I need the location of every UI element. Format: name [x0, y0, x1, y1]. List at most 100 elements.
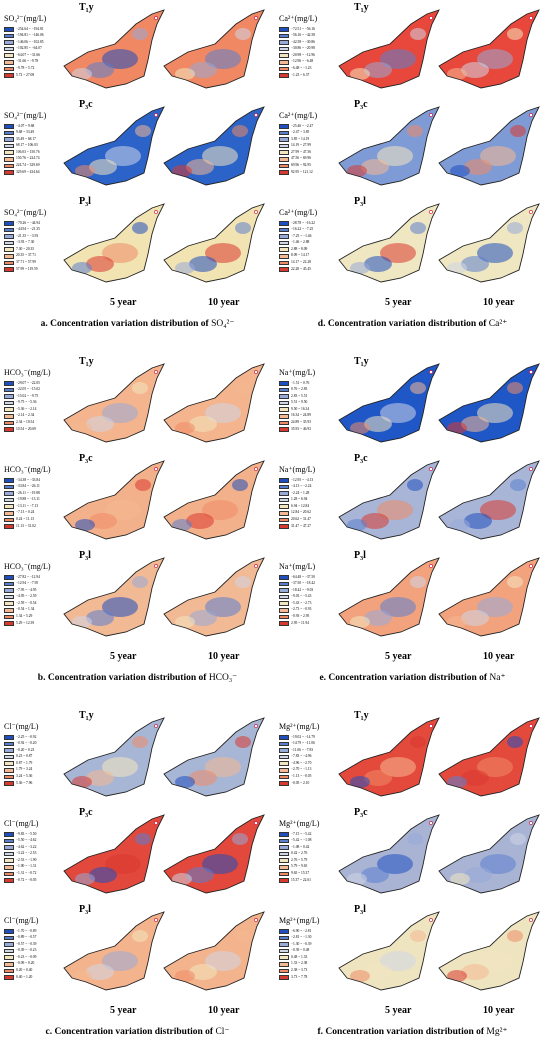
legend-swatch	[279, 761, 289, 766]
legend-swatch	[4, 407, 14, 412]
legend-item: −6.90 ~ −2.81	[279, 928, 343, 935]
legend-range: −70.26 ~ −44.94	[16, 222, 40, 226]
legend-range: −194.81 ~ −146.06	[16, 34, 44, 38]
panel-e: 5 year 10 year e. Concentration variatio…	[275, 354, 550, 704]
legend-range: 3.85 ~ 14.19	[291, 138, 309, 142]
caption-text: f. Concentration variation distribution …	[318, 1027, 485, 1037]
legend-item: −12.95 ~ −4.13	[279, 477, 343, 484]
contour-zone	[347, 873, 367, 885]
legend-swatch	[4, 735, 14, 740]
legend-range: −0.39 ~ −0.23	[16, 949, 36, 953]
ion-unit-label: Cl⁻(mg/L)	[4, 819, 38, 828]
legend-item: −15.02 ~ −9.75	[4, 393, 68, 400]
contour-zone	[72, 422, 92, 434]
legend-swatch	[279, 267, 289, 272]
contour-zone	[450, 873, 470, 885]
contour-zone	[232, 833, 248, 845]
legend-item: −4.95 ~ −2.59	[4, 594, 68, 601]
legend-swatch	[4, 67, 14, 72]
legend-swatch	[279, 131, 289, 136]
legend-swatch	[4, 755, 14, 760]
contour-zone	[350, 68, 370, 80]
contour-map	[164, 461, 264, 539]
legend-swatch	[279, 407, 289, 412]
legend-range: 1.34 ~ 5.29	[16, 615, 32, 619]
legend-item: 0.20 ~ 0.40	[4, 968, 68, 975]
legend-swatch	[4, 582, 14, 587]
legend-item: 329.69 ~ 434.64	[4, 169, 68, 176]
legend-range: 24.89 ~ 35.93	[291, 421, 311, 425]
legend-item: −3.22 ~ −2.53	[4, 851, 68, 858]
legend-swatch	[4, 164, 14, 169]
row-3: P₃l SO₄²⁻(mg/L) −70.26 ~ −44.94 −44.94 ~ −2…	[0, 194, 275, 288]
contour-zone	[232, 479, 248, 491]
legend-swatch	[4, 73, 14, 78]
legend-range: −18.42 ~ −9.03	[291, 589, 313, 593]
legend-range: 2.88 ~ 8.09	[291, 248, 307, 252]
well-marker	[429, 467, 432, 470]
year-label-5: 5 year	[110, 1005, 136, 1016]
legend-range: −44.94 ~ −21.35	[16, 228, 40, 232]
row-1: T₁y HCO₃⁻(mg/L) −29.07 ~ −22.05 −22.05 ~ −1…	[0, 354, 275, 448]
legend-swatch	[279, 621, 289, 626]
legend: −28.78 ~ −16.22 −16.22 ~ −7.25 −7.25 ~ −1.…	[279, 220, 343, 273]
legend-range: 7.30 ~ 20.35	[16, 248, 34, 252]
contour-zone	[72, 776, 92, 788]
legend-range: 0.24 ~ 11.13	[16, 518, 34, 522]
legend-swatch	[4, 942, 14, 947]
row-3: P₃l HCO₃⁻(mg/L) −27.82 ~ −12.94 −12.94 ~ −7…	[0, 548, 275, 642]
legend-swatch	[279, 241, 289, 246]
contour-zone	[132, 736, 148, 748]
contour-zone	[450, 165, 470, 177]
contour-map	[439, 558, 539, 636]
legend-swatch	[4, 524, 14, 529]
contour-zone	[410, 930, 426, 942]
legend-swatch	[4, 768, 14, 773]
legend-range: −42.58 ~ −30.86	[291, 41, 315, 45]
map-pair	[335, 198, 545, 288]
well-marker	[154, 210, 157, 213]
legend-item: −13.11 ~ −7.13	[4, 503, 68, 510]
legend-item: −4.62 ~ −3.22	[4, 844, 68, 851]
legend-item: −64.07 ~ −31.66	[4, 52, 68, 59]
legend-swatch	[279, 755, 289, 760]
legend: −6.90 ~ −2.81 −2.81 ~ −1.30 −1.30 ~ −0.39−…	[279, 928, 343, 981]
contour-zone	[410, 28, 426, 40]
well-marker	[154, 113, 157, 116]
contour-zone	[72, 262, 92, 274]
legend-item: −42.58 ~ −30.86	[279, 39, 343, 46]
contour-zone	[235, 222, 251, 234]
legend-item: 2.34 ~ 10.54	[4, 420, 68, 427]
well-marker	[154, 724, 157, 727]
panel-d: 5 year 10 year d. Concentration variatio…	[275, 0, 550, 350]
legend-range: 57.99 ~ 119.59	[16, 268, 38, 272]
well-marker	[254, 210, 257, 213]
legend-swatch	[4, 491, 14, 496]
contour-zone	[410, 736, 426, 748]
legend-range: 0.42 ~ 2.76	[291, 852, 307, 856]
contour-map	[64, 718, 164, 796]
legend-range: −5.42 ~ −1.08	[291, 839, 311, 843]
legend-swatch	[4, 27, 14, 32]
contour-zone	[510, 125, 526, 137]
year-label-5: 5 year	[110, 297, 136, 308]
ion-unit-label: Na⁺(mg/L)	[279, 562, 315, 571]
legend-item: −1.08 ~ 0.42	[279, 844, 343, 851]
legend-item: −1.46 ~ 2.88	[279, 240, 343, 247]
ion-unit-label: Mg²⁺(mg/L)	[279, 722, 319, 731]
year-label-10: 10 year	[483, 651, 514, 662]
contour-map	[64, 815, 164, 893]
ion-unit-label: SO₄²⁻(mg/L)	[4, 208, 46, 217]
legend-item: 10.54 ~ 20.69	[4, 426, 68, 433]
legend-swatch	[279, 955, 289, 960]
legend-range: 5.72 ~ 27.08	[16, 74, 34, 78]
legend-item: 106.03 ~ 150.76	[4, 149, 68, 156]
well-marker	[154, 467, 157, 470]
legend-swatch	[4, 221, 14, 226]
contour-zone	[172, 165, 192, 177]
legend-item: −5.50 ~ −4.62	[4, 838, 68, 845]
legend-swatch	[279, 781, 289, 786]
contour-map	[64, 204, 164, 282]
contour-zone	[510, 479, 526, 491]
contour-map	[439, 364, 539, 442]
